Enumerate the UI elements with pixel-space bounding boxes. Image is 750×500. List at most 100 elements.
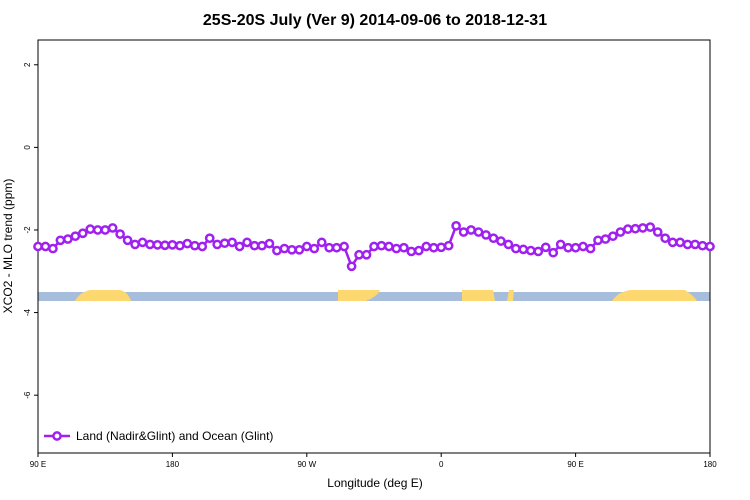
data-point <box>600 234 611 244</box>
data-point <box>496 236 506 246</box>
data-point <box>100 225 111 235</box>
land-ocean-band <box>38 290 710 301</box>
chart-title: 25S-20S July (Ver 9) 2014-09-06 to 2018-… <box>203 12 547 29</box>
data-point <box>630 223 641 234</box>
land-patch <box>75 290 131 301</box>
data-point <box>160 240 170 251</box>
data-point <box>324 242 335 253</box>
data-point <box>346 261 357 272</box>
data-point <box>548 247 559 258</box>
x-tick-label: 90 E <box>30 460 46 469</box>
data-point <box>466 225 476 235</box>
data-point <box>301 241 312 252</box>
y-tick-label: 2 <box>23 62 32 67</box>
x-tick-label: 0 <box>439 460 444 469</box>
data-point <box>63 234 73 244</box>
data-point <box>55 235 66 246</box>
data-point <box>503 239 514 250</box>
data-point <box>578 241 588 252</box>
data-point <box>92 225 103 235</box>
data-point <box>339 241 349 252</box>
y-tick-label: -2 <box>23 226 32 234</box>
data-point <box>623 224 633 235</box>
data-point <box>175 240 185 251</box>
data-point <box>406 246 417 257</box>
data-point <box>33 241 43 252</box>
data-point <box>197 241 208 252</box>
data-point <box>369 241 379 252</box>
data-point <box>107 223 118 233</box>
data-point <box>212 239 223 250</box>
data-point <box>615 227 626 237</box>
data-point <box>189 240 200 251</box>
data-point <box>287 244 297 255</box>
data-point <box>645 222 656 232</box>
data-point <box>85 224 96 235</box>
data-point <box>77 228 88 239</box>
legend-marker <box>52 431 62 441</box>
data-point <box>585 243 596 254</box>
data-point <box>115 229 125 239</box>
data-point <box>682 239 693 250</box>
data-point <box>219 238 230 249</box>
data-point <box>481 230 491 240</box>
x-axis-label: Longitude (deg E) <box>327 476 422 490</box>
data-point <box>473 227 484 237</box>
data-point <box>705 241 715 252</box>
data-point <box>451 221 461 231</box>
land-patch <box>338 290 380 301</box>
data-point <box>533 246 544 257</box>
data-point <box>122 235 133 246</box>
data-point <box>331 242 342 253</box>
data-point <box>436 242 447 253</box>
data-point <box>167 239 178 250</box>
data-point <box>652 227 663 237</box>
data-point <box>354 249 364 260</box>
data-point <box>563 242 573 253</box>
data-point <box>690 239 700 250</box>
data-point <box>675 237 685 248</box>
data-point <box>279 243 290 254</box>
data-point <box>137 237 148 248</box>
y-tick-label: 0 <box>23 145 32 150</box>
data-point <box>511 243 521 254</box>
land-patch <box>612 290 697 301</box>
legend-label: Land (Nadir&Glint) and Ocean (Glint) <box>76 429 273 443</box>
data-point <box>518 244 529 255</box>
x-tick-label: 180 <box>166 460 180 469</box>
data-point <box>204 233 215 244</box>
data-point <box>309 243 320 254</box>
data-point <box>316 237 327 248</box>
x-tick-label: 90 E <box>567 460 583 469</box>
data-point <box>637 223 648 233</box>
data-point <box>488 233 499 244</box>
y-tick-label: -6 <box>23 391 32 399</box>
data-point <box>384 241 394 252</box>
data-point <box>257 240 267 251</box>
data-point <box>40 241 51 252</box>
data-point <box>413 245 424 256</box>
data-point <box>152 239 163 250</box>
data-point <box>570 242 581 253</box>
data-point <box>443 240 454 251</box>
data-point <box>264 238 275 249</box>
data-point <box>391 243 402 254</box>
y-axis-label: XCO2 - MLO trend (ppm) <box>1 179 15 314</box>
data-point <box>399 242 409 253</box>
data-point <box>294 244 305 255</box>
data-point <box>242 237 252 248</box>
y-tick-label: -4 <box>23 308 32 316</box>
x-tick-label: 90 W <box>297 460 316 469</box>
data-point <box>525 245 536 256</box>
data-point <box>48 243 58 254</box>
data-point <box>249 240 260 251</box>
data-point <box>660 233 671 244</box>
data-point <box>227 237 237 248</box>
data-point <box>234 241 245 252</box>
land-patch <box>507 290 514 301</box>
data-point <box>182 238 193 249</box>
data-point <box>555 239 566 250</box>
data-point <box>70 231 81 242</box>
data-point <box>421 241 432 252</box>
x-tick-label: 180 <box>703 460 717 469</box>
